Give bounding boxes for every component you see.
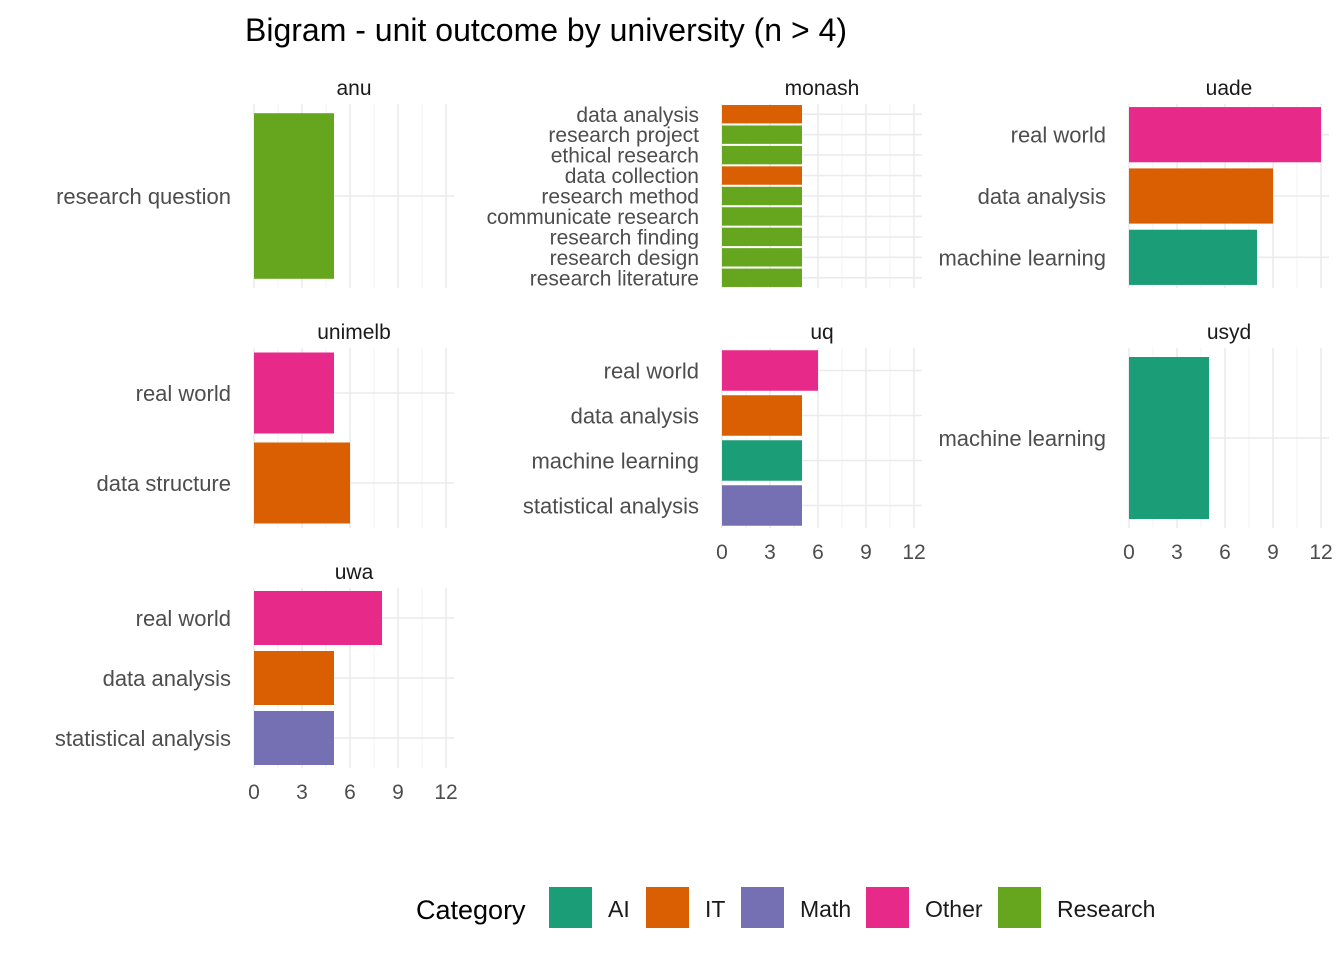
legend-label: Math xyxy=(800,896,851,922)
legend: Category AI IT Math Other Research xyxy=(416,887,1155,928)
category-label: real world xyxy=(136,381,231,406)
facet-panel-uq: uq real world data analysis machine learnin… xyxy=(523,321,926,564)
category-label: real world xyxy=(1011,123,1106,148)
facet-panel-uwa: uwa real world data analysis statistical an… xyxy=(55,561,458,804)
category-label: data collection xyxy=(565,165,699,188)
bar xyxy=(722,268,802,287)
bar xyxy=(722,485,802,526)
bar xyxy=(254,442,350,524)
category-label: data analysis xyxy=(978,184,1106,209)
bar xyxy=(254,651,334,705)
bar xyxy=(254,591,382,645)
category-label: real world xyxy=(136,606,231,631)
bar xyxy=(1129,229,1257,285)
x-tick-label: 12 xyxy=(1309,541,1332,564)
bar xyxy=(722,350,818,391)
x-tick-label: 9 xyxy=(860,541,872,564)
legend-key-other xyxy=(866,887,909,928)
chart-title: Bigram - unit outcome by university (n >… xyxy=(245,12,847,48)
legend-label: Other xyxy=(925,896,983,922)
x-tick-label: 3 xyxy=(764,541,776,564)
x-tick-label: 9 xyxy=(1267,541,1279,564)
bar xyxy=(722,186,802,206)
facet-strip-label: usyd xyxy=(1207,321,1251,344)
category-label: statistical analysis xyxy=(523,493,699,518)
x-tick-label: 3 xyxy=(296,781,308,804)
bar xyxy=(1129,168,1273,224)
bar xyxy=(722,166,802,185)
bar xyxy=(722,105,802,124)
facet-strip-label: uq xyxy=(810,321,833,344)
facet-strip-label: unimelb xyxy=(317,321,391,344)
category-label: ethical research xyxy=(551,145,699,168)
category-label: research finding xyxy=(550,226,699,249)
category-label: communicate research xyxy=(487,206,699,229)
bar xyxy=(254,711,334,765)
x-tick-label: 0 xyxy=(1123,541,1135,564)
category-label: real world xyxy=(604,358,699,383)
bar xyxy=(722,395,802,436)
x-tick-label: 0 xyxy=(716,541,728,564)
facet-strip-label: uade xyxy=(1206,77,1253,100)
x-tick-label: 12 xyxy=(902,541,925,564)
legend-label: IT xyxy=(705,896,725,922)
category-label: research design xyxy=(550,247,699,270)
legend-label: Research xyxy=(1057,896,1155,922)
x-tick-label: 9 xyxy=(392,781,404,804)
x-tick-label: 6 xyxy=(1219,541,1231,564)
legend-key-math xyxy=(741,887,784,928)
facet-panel-uade: uade real world data analysis machine learn… xyxy=(938,77,1329,288)
legend-key-research xyxy=(998,887,1041,928)
legend-key-it xyxy=(646,887,689,928)
x-tick-label: 6 xyxy=(812,541,824,564)
category-label: research project xyxy=(548,124,699,147)
bar xyxy=(722,125,802,144)
bar xyxy=(722,227,802,247)
bar xyxy=(254,113,334,279)
legend-title: Category xyxy=(416,895,526,925)
bar xyxy=(722,145,802,165)
facet-panel-anu: anu research question xyxy=(56,77,454,288)
category-label: data analysis xyxy=(576,104,699,127)
facet-strip-label: anu xyxy=(336,77,371,100)
category-label: machine learning xyxy=(938,245,1106,270)
facet-panel-unimelb: unimelb real world data structure xyxy=(96,321,454,528)
bar xyxy=(254,352,334,434)
x-tick-label: 3 xyxy=(1171,541,1183,564)
category-label: data analysis xyxy=(571,403,699,428)
category-label: research question xyxy=(56,184,231,209)
bar xyxy=(722,248,802,267)
facet-strip-label: monash xyxy=(785,77,860,100)
category-label: statistical analysis xyxy=(55,726,231,751)
facet-strip-label: uwa xyxy=(335,561,374,584)
legend-label: AI xyxy=(608,896,630,922)
legend-key-ai xyxy=(549,887,592,928)
x-tick-label: 12 xyxy=(434,781,457,804)
facet-panel-usyd: usyd machine learning 0 3 6 9 12 xyxy=(938,321,1332,564)
x-tick-label: 0 xyxy=(248,781,260,804)
bar xyxy=(1129,107,1321,163)
bar xyxy=(722,440,802,481)
category-label: research literature xyxy=(530,267,699,290)
bar xyxy=(722,207,802,226)
bar xyxy=(1129,357,1209,519)
category-label: research method xyxy=(541,186,699,209)
category-label: data structure xyxy=(96,471,231,496)
category-label: machine learning xyxy=(531,448,699,473)
category-label: machine learning xyxy=(938,426,1106,451)
category-label: data analysis xyxy=(103,666,231,691)
x-tick-label: 6 xyxy=(344,781,356,804)
